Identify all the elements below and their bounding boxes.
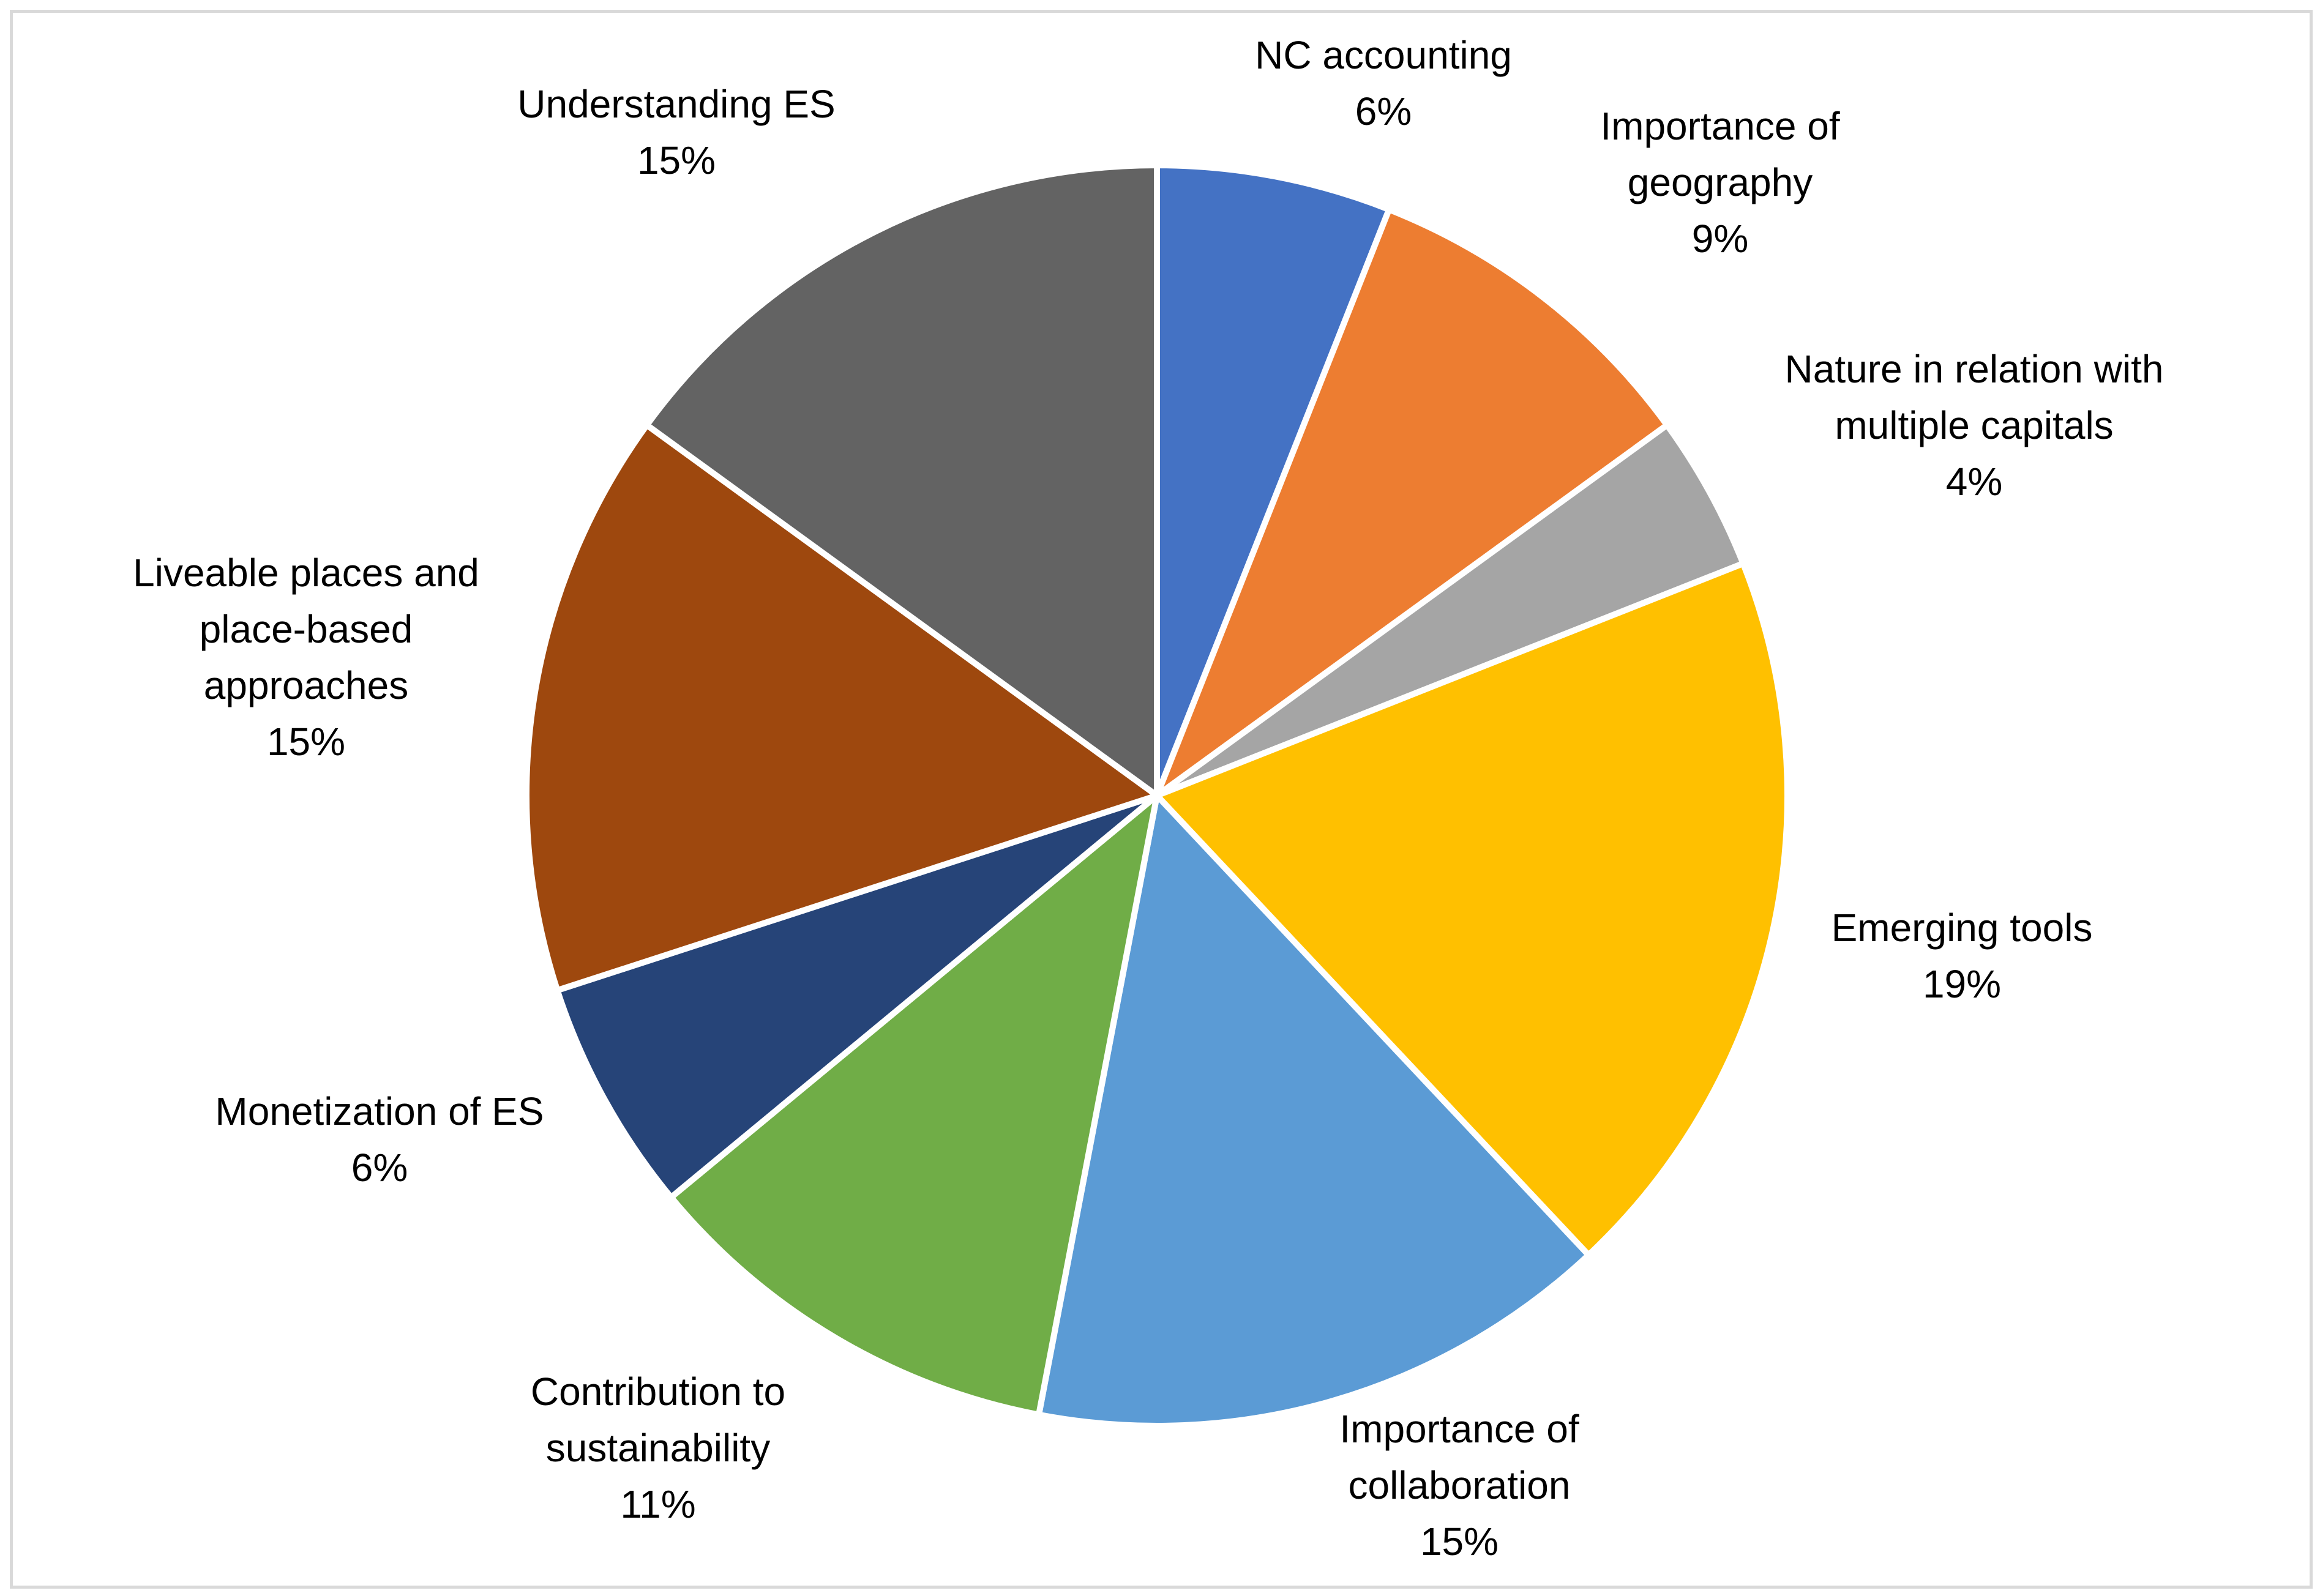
slice-category-label: sustainability bbox=[546, 1426, 770, 1470]
slice-category-label: Nature in relation with bbox=[1785, 347, 2164, 391]
slice-percent-label: 4% bbox=[1946, 460, 2003, 504]
pie-slice bbox=[668, 792, 1160, 1418]
pie-slice bbox=[1036, 792, 1592, 1429]
slice-category-label: Liveable places and bbox=[133, 551, 479, 595]
slice-percent-label: 15% bbox=[1420, 1520, 1499, 1564]
pie-slice bbox=[1154, 422, 1746, 799]
slice-category-label: NC accounting bbox=[1255, 33, 1512, 77]
slice-data-label: Liveable places and place-based approaches… bbox=[133, 551, 479, 764]
slice-category-label: Contribution to bbox=[531, 1370, 785, 1414]
slice-category-label: Importance of bbox=[1600, 104, 1840, 148]
slice-data-label: Importance of collaboration 15% bbox=[1339, 1407, 1579, 1564]
slice-data-label: Monetization of ES 6% bbox=[215, 1089, 544, 1190]
pie-slice bbox=[554, 792, 1160, 1201]
slice-category-label: multiple capitals bbox=[1835, 403, 2113, 447]
slice-percent-label: 11% bbox=[620, 1482, 695, 1526]
slice-category-label: Emerging tools bbox=[1832, 906, 2093, 950]
slice-data-label: NC accounting 6% bbox=[1255, 33, 1512, 133]
slice-percent-label: 15% bbox=[637, 138, 716, 182]
slice-category-label: place-based bbox=[200, 607, 413, 651]
slice-percent-label: 6% bbox=[351, 1146, 408, 1190]
slice-data-label: Importance of geography 9% bbox=[1600, 104, 1840, 261]
pie-slice bbox=[643, 162, 1160, 799]
slice-category-label: Importance of bbox=[1339, 1407, 1579, 1451]
slice-percent-label: 15% bbox=[267, 720, 345, 764]
pie-slice bbox=[1154, 206, 1671, 799]
slice-category-label: approaches bbox=[204, 663, 408, 707]
slice-data-label: Understanding ES 15% bbox=[517, 82, 835, 182]
slice-data-label: Nature in relation with multiple capitals… bbox=[1785, 347, 2164, 504]
pie-slice bbox=[523, 422, 1160, 994]
slice-percent-label: 19% bbox=[1923, 962, 2001, 1006]
slice-category-label: Monetization of ES bbox=[215, 1089, 544, 1133]
slice-category-label: geography bbox=[1628, 160, 1813, 204]
slice-percent-label: 6% bbox=[1355, 89, 1412, 133]
slice-category-label: Understanding ES bbox=[517, 82, 835, 126]
slice-category-label: collaboration bbox=[1349, 1463, 1571, 1507]
slice-percent-label: 9% bbox=[1692, 217, 1749, 261]
pie-slice bbox=[1154, 560, 1791, 1258]
pie-slice bbox=[1154, 162, 1393, 799]
slice-data-label: Contribution to sustainability 11% bbox=[531, 1370, 785, 1526]
slice-data-label: Emerging tools 19% bbox=[1832, 906, 2093, 1006]
